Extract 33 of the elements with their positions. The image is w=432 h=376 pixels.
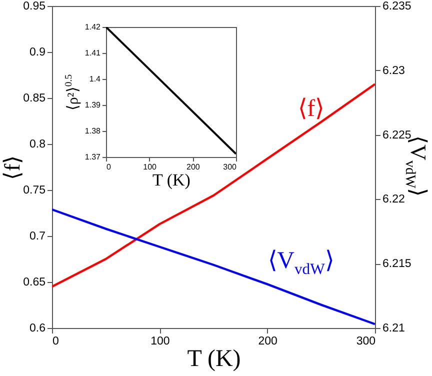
y-tick-label: 1.39 [84, 100, 102, 110]
x-tick-label: 0 [106, 162, 112, 172]
y2-tick-label: 6.22 [382, 194, 405, 206]
x-axis-title: T (K) [187, 346, 241, 372]
y-tick-label: 0.75 [23, 184, 46, 196]
y-tick-label: 0.95 [23, 0, 46, 12]
line-series [52, 208, 375, 326]
x-tick-label: 300 [223, 162, 238, 172]
y-tick-label: 0.9 [30, 46, 46, 58]
x-axis-title: T (K) [152, 170, 190, 190]
x-tick-label: 100 [143, 162, 158, 172]
y-tick-label: 0.85 [23, 92, 46, 104]
x-tick-label: 200 [186, 162, 200, 172]
y-tick-label: 1.41 [84, 48, 102, 58]
y-tick-label: 1.42 [84, 22, 102, 32]
y2-tick-label: 6.215 [382, 258, 412, 270]
y-tick-label: 0.65 [23, 276, 46, 288]
x-tick-label: 100 [150, 336, 170, 348]
x-tick-label: 300 [356, 336, 376, 348]
y-tick-label: 1.4 [89, 74, 102, 84]
y2-tick-label: 6.21 [382, 322, 405, 334]
x-tick-label: 200 [258, 336, 278, 348]
y-tick-label: 0.7 [30, 230, 46, 242]
y2-tick-label: 6.23 [382, 64, 405, 77]
y-tick-label: 0.6 [30, 322, 46, 334]
y-tick-label: 1.38 [84, 126, 102, 136]
series-label: ⟨f⟩ [298, 96, 324, 122]
y-axis-title: ⟨f⟩ [0, 154, 24, 180]
x-tick-label: 0 [52, 336, 59, 348]
y-tick-label: 1.37 [84, 152, 102, 162]
y2-tick-label: 6.235 [382, 0, 412, 12]
series-label: ⟨V$_{vdW}$⟩ [268, 248, 334, 278]
y-tick-label: 0.8 [30, 138, 46, 150]
